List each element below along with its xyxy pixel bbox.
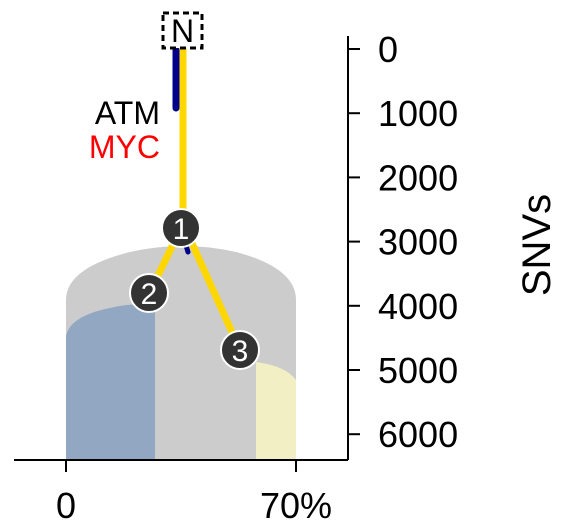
- svg-text:1: 1: [173, 213, 190, 246]
- snv-tick-label-6000: 6000: [378, 414, 458, 455]
- snv-axis: 0 1000 2000 3000 4000 5000 6000 SNVs: [347, 29, 559, 460]
- snv-tick-label-4000: 4000: [378, 286, 458, 327]
- clone-node-3: 3: [220, 330, 260, 370]
- clone-3-area: [256, 362, 296, 460]
- snv-tick-label-5000: 5000: [378, 350, 458, 391]
- svg-text:2: 2: [141, 278, 158, 311]
- root-node-label: N: [171, 13, 194, 49]
- root-node-box: [161, 11, 204, 50]
- clone-2-area: [66, 304, 155, 460]
- fraction-axis: 0 70%: [14, 459, 348, 526]
- snv-tick-label-1000: 1000: [378, 93, 458, 134]
- snv-axis-title: SNVs: [515, 194, 559, 296]
- branch-1-to-3: [182, 226, 244, 354]
- gene-label-myc: MYC: [89, 129, 160, 165]
- snv-ticks: 0 1000 2000 3000 4000 5000 6000: [348, 29, 458, 455]
- snv-tick-label-0: 0: [378, 29, 398, 70]
- snv-tick-label-2000: 2000: [378, 157, 458, 198]
- svg-text:3: 3: [232, 335, 249, 368]
- gene-label-atm: ATM: [95, 95, 160, 131]
- clone-node-1: 1: [161, 208, 201, 248]
- fraction-tick-label-0: 0: [56, 485, 76, 526]
- snv-tick-label-3000: 3000: [378, 222, 458, 263]
- fraction-tick-label-70: 70%: [260, 485, 332, 526]
- clone-node-2: 2: [129, 273, 169, 313]
